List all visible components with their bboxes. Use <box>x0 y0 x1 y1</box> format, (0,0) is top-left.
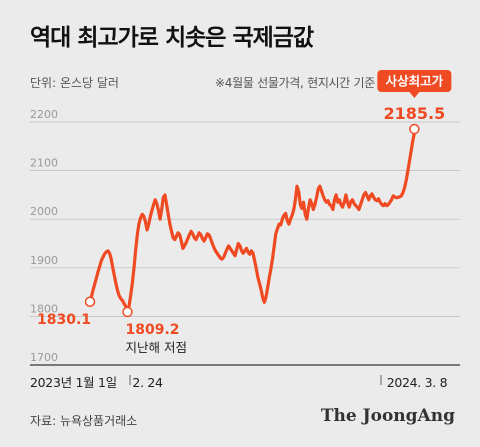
source-label: 자료: 뉴욕상품거래소 <box>30 414 138 428</box>
brand-logo: The JoongAng <box>320 406 455 426</box>
low-value-label: 1809.2 <box>125 322 179 338</box>
x-tick-label: 2023년 1월 1일 <box>30 375 117 390</box>
y-tick-label: 2000 <box>30 205 58 218</box>
start-point-marker <box>84 296 96 308</box>
y-tick-label: 2100 <box>30 157 58 170</box>
series-line-gold-price <box>88 127 418 314</box>
record-high-badge-pointer <box>409 92 420 98</box>
record-high-badge <box>377 70 452 92</box>
footnote: ※4월물 선물가격, 현지시간 기준 <box>215 76 376 90</box>
chart-title: 역대 최고가로 치솟은 국제금값 <box>30 25 314 51</box>
y-tick-label: 1800 <box>30 302 58 315</box>
unit-label: 단위: 온스당 달러 <box>30 76 119 90</box>
x-tick-label: 2. 24 <box>132 375 163 390</box>
low-point-marker <box>122 306 133 318</box>
record-high-badge-label: 사상최고가 <box>386 74 444 89</box>
y-tick-label: 1900 <box>30 254 58 267</box>
x-tick-label: 2024. 3. 8 <box>387 375 448 390</box>
start-value-label: 1830.1 <box>37 312 91 328</box>
low-point-caption: 지난해 저점 <box>125 340 186 355</box>
record-high-marker <box>409 123 420 135</box>
y-tick-label: 1700 <box>30 351 58 364</box>
record-high-value-label: 2185.5 <box>383 104 445 123</box>
y-tick-label: 2200 <box>30 108 58 121</box>
